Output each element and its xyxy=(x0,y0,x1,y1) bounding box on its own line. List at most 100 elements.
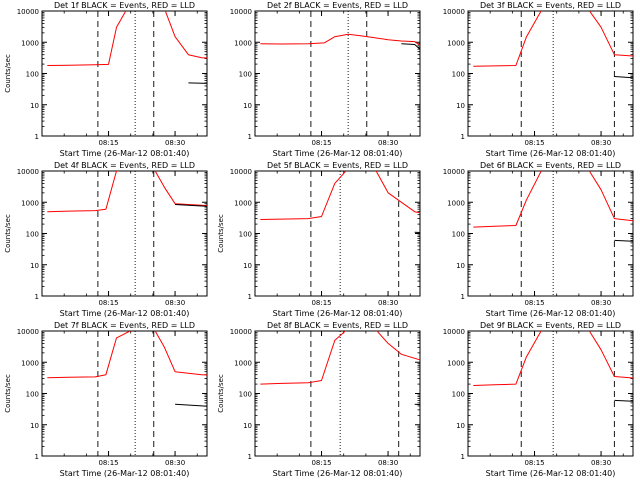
plot-area xyxy=(260,11,420,136)
plot-area xyxy=(260,331,420,456)
chart-panel-8: Det 8f BLACK = Events, RED = LLD Start Ti… xyxy=(213,320,598,480)
plot-frame xyxy=(254,170,421,297)
chart-panel-2: Det 2f BLACK = Events, RED = LLD Start Ti… xyxy=(213,0,598,160)
y-tick-label: 1 xyxy=(248,133,252,141)
chart-panel-1: Det 1f BLACK = Events, RED = LLD Start Ti… xyxy=(0,0,451,160)
plot-frame xyxy=(254,10,421,137)
plot-area xyxy=(473,331,633,456)
x-tick-label: 08:30 xyxy=(165,299,185,307)
chart-svg: Det 7f BLACK = Events, RED = LLD Start Ti… xyxy=(4,321,451,478)
y-tick-label: 10000 xyxy=(230,8,252,16)
x-tick-label: 08:15 xyxy=(98,139,118,147)
y-tick-label: 10 xyxy=(243,262,252,270)
x-axis-label: Start Time (26-Mar-12 08:01:40) xyxy=(273,309,403,318)
series-line-lld xyxy=(260,33,420,47)
chart-panel-6: Det 6f BLACK = Events, RED = LLD Start Ti… xyxy=(426,160,639,320)
plot-frame xyxy=(467,170,634,297)
chart-panel-7: Det 7f BLACK = Events, RED = LLD Start Ti… xyxy=(0,320,451,480)
x-tick-label: 08:15 xyxy=(311,299,331,307)
y-tick-label: 1 xyxy=(35,293,39,301)
y-tick-label: 10 xyxy=(456,102,465,110)
chart-title: Det 1f BLACK = Events, RED = LLD xyxy=(54,1,195,10)
y-tick-label: 100 xyxy=(452,71,465,79)
x-tick-label: 08:15 xyxy=(98,299,118,307)
y-tick-label: 1000 xyxy=(21,39,39,47)
y-tick-label: 1 xyxy=(248,293,252,301)
chart-svg: Det 1f BLACK = Events, RED = LLD Start Ti… xyxy=(4,1,451,158)
y-tick-label: 10 xyxy=(243,422,252,430)
y-tick-label: 1000 xyxy=(234,359,252,367)
y-tick-label: 1000 xyxy=(447,359,465,367)
series-line-lld xyxy=(260,171,420,220)
chart-title: Det 2f BLACK = Events, RED = LLD xyxy=(267,1,408,10)
x-tick-label: 08:15 xyxy=(524,459,544,467)
series-line-events xyxy=(614,239,633,242)
chart-svg: Det 4f BLACK = Events, RED = LLD Start Ti… xyxy=(4,161,451,318)
y-tick-label: 10000 xyxy=(17,8,39,16)
y-tick-label: 10 xyxy=(243,102,252,110)
y-tick-label: 100 xyxy=(26,391,39,399)
chart-title: Det 5f BLACK = Events, RED = LLD xyxy=(267,161,408,170)
plot-area xyxy=(47,171,207,296)
x-tick-label: 08:15 xyxy=(311,459,331,467)
y-tick-label: 100 xyxy=(239,391,252,399)
y-tick-label: 100 xyxy=(239,71,252,79)
plot-frame xyxy=(467,330,634,457)
x-tick-label: 08:15 xyxy=(524,299,544,307)
y-tick-label: 100 xyxy=(26,71,39,79)
chart-svg: Det 8f BLACK = Events, RED = LLD Start Ti… xyxy=(217,321,598,478)
chart-svg: Det 5f BLACK = Events, RED = LLD Start Ti… xyxy=(217,161,598,318)
plot-area xyxy=(473,171,633,296)
y-tick-label: 10000 xyxy=(443,168,465,176)
plot-frame xyxy=(467,10,634,137)
y-axis-label: Counts/sec xyxy=(4,54,12,93)
chart-title: Det 4f BLACK = Events, RED = LLD xyxy=(54,161,195,170)
chart-title: Det 9f BLACK = Events, RED = LLD xyxy=(480,321,621,330)
y-axis-label: Counts/sec xyxy=(4,374,12,413)
y-tick-label: 1 xyxy=(35,453,39,461)
x-tick-label: 08:15 xyxy=(311,139,331,147)
chart-title: Det 6f BLACK = Events, RED = LLD xyxy=(480,161,621,170)
x-axis-label: Start Time (26-Mar-12 08:01:40) xyxy=(60,469,190,478)
x-axis-label: Start Time (26-Mar-12 08:01:40) xyxy=(486,469,616,478)
x-tick-label: 08:30 xyxy=(378,139,398,147)
y-tick-label: 1 xyxy=(248,453,252,461)
y-tick-label: 10000 xyxy=(443,328,465,336)
chart-title: Det 8f BLACK = Events, RED = LLD xyxy=(267,321,408,330)
x-axis-label: Start Time (26-Mar-12 08:01:40) xyxy=(486,149,616,158)
y-tick-label: 10000 xyxy=(230,168,252,176)
chart-svg: Det 9f BLACK = Events, RED = LLD Start Ti… xyxy=(443,321,634,478)
y-tick-label: 10 xyxy=(30,262,39,270)
y-tick-label: 1 xyxy=(461,453,465,461)
x-tick-label: 08:30 xyxy=(591,299,611,307)
series-line-lld xyxy=(47,331,207,379)
plot-frame xyxy=(41,170,208,297)
series-line-events xyxy=(401,43,420,51)
chart-svg: Det 3f BLACK = Events, RED = LLD Start Ti… xyxy=(443,1,634,158)
x-tick-label: 08:30 xyxy=(378,459,398,467)
plot-frame xyxy=(41,330,208,457)
x-tick-label: 08:15 xyxy=(524,139,544,147)
plot-frame xyxy=(41,10,208,137)
y-tick-label: 10 xyxy=(456,262,465,270)
y-tick-label: 10000 xyxy=(17,168,39,176)
plot-area xyxy=(47,11,207,136)
x-tick-label: 08:30 xyxy=(378,299,398,307)
chart-svg: Det 6f BLACK = Events, RED = LLD Start Ti… xyxy=(443,161,634,318)
series-line-lld xyxy=(473,171,633,228)
y-tick-label: 100 xyxy=(452,391,465,399)
chart-title: Det 7f BLACK = Events, RED = LLD xyxy=(54,321,195,330)
chart-panel-3: Det 3f BLACK = Events, RED = LLD Start Ti… xyxy=(426,0,639,160)
x-axis-label: Start Time (26-Mar-12 08:01:40) xyxy=(60,309,190,318)
y-tick-label: 10000 xyxy=(230,328,252,336)
plot-area xyxy=(260,171,420,296)
y-tick-label: 100 xyxy=(26,231,39,239)
y-tick-label: 10000 xyxy=(17,328,39,336)
x-tick-label: 08:15 xyxy=(98,459,118,467)
y-tick-label: 1000 xyxy=(447,39,465,47)
x-axis-label: Start Time (26-Mar-12 08:01:40) xyxy=(60,149,190,158)
x-tick-label: 08:30 xyxy=(591,459,611,467)
x-axis-label: Start Time (26-Mar-12 08:01:40) xyxy=(486,309,616,318)
y-tick-label: 1000 xyxy=(447,199,465,207)
